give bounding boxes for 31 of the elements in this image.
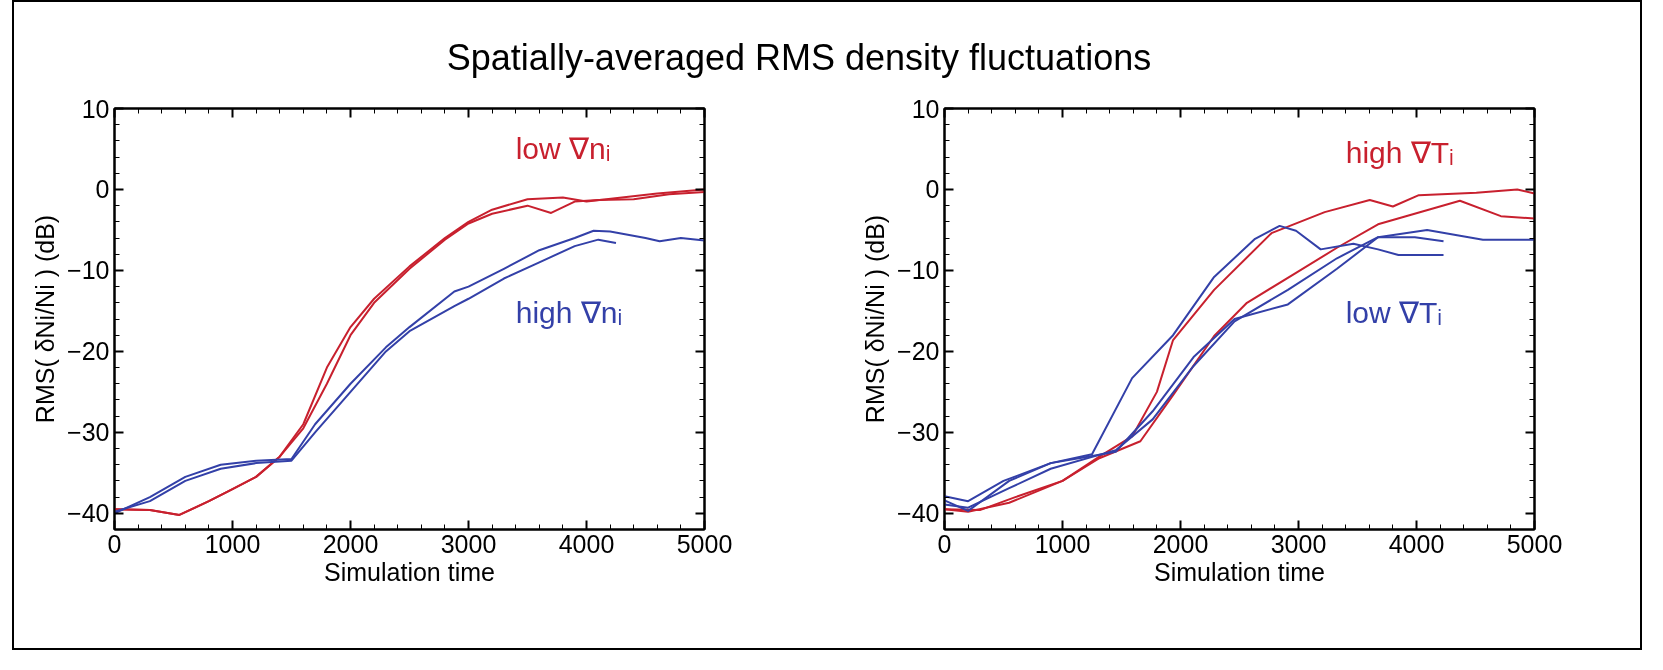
y-tick-label: 0	[925, 175, 940, 204]
y-axis-title: RMS( δNi/Ni ) (dB)	[861, 215, 890, 424]
series-label: low ∇Tᵢ	[1345, 296, 1443, 330]
y-tick-label: −30	[897, 418, 940, 447]
y-tick-label: −40	[897, 499, 940, 528]
x-axis-title: Simulation time	[324, 557, 495, 586]
x-tick-label: 1000	[1034, 529, 1091, 558]
x-tick-label: 3000	[440, 529, 497, 558]
x-tick-label: 4000	[558, 529, 615, 558]
y-tick-label: −10	[67, 256, 110, 285]
y-tick-label: 10	[81, 94, 110, 123]
y-tick-label: −10	[897, 256, 940, 285]
series-label: high ∇nᵢ	[515, 296, 623, 330]
y-tick-label: −20	[897, 337, 940, 366]
y-tick-label: −20	[67, 337, 110, 366]
text: Spatially-averaged RMS density fluctuations	[446, 36, 1152, 80]
x-tick-label: 5000	[676, 529, 733, 558]
y-tick-label: 10	[911, 94, 940, 123]
x-tick-label: 5000	[1506, 529, 1563, 558]
y-tick-label: 0	[95, 175, 110, 204]
x-tick-label: 4000	[1388, 529, 1445, 558]
x-axis-title: Simulation time	[1154, 557, 1325, 586]
series-label: low ∇nᵢ	[515, 132, 611, 166]
series-label: high ∇Tᵢ	[1345, 136, 1454, 169]
y-axis-title: RMS( δNi/Ni ) (dB)	[31, 215, 60, 424]
x-tick-label: 3000	[1270, 529, 1327, 558]
x-tick-label: 2000	[1152, 529, 1209, 558]
y-tick-label: −30	[67, 418, 110, 447]
y-tick-label: −40	[67, 499, 110, 528]
x-tick-label: 1000	[204, 529, 261, 558]
x-tick-label: 2000	[322, 529, 379, 558]
